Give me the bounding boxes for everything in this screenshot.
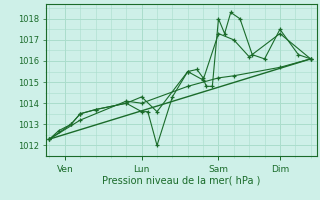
X-axis label: Pression niveau de la mer( hPa ): Pression niveau de la mer( hPa ) [102, 175, 261, 185]
